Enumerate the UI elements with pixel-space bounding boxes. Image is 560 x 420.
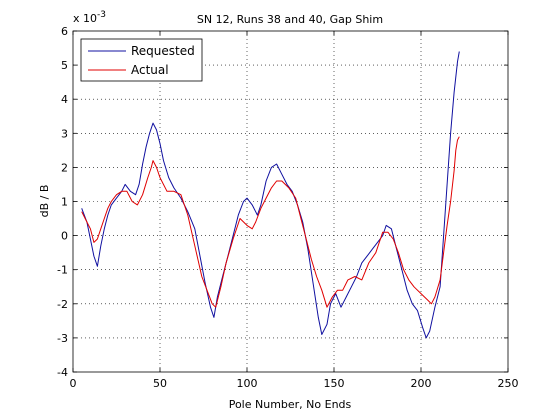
- legend-label-requested: Requested: [131, 44, 195, 58]
- data-series: [81, 51, 460, 339]
- y-tick-label: 4: [61, 93, 68, 106]
- x-tick-label: 150: [324, 377, 345, 390]
- y-tick-label: -1: [57, 264, 68, 277]
- x-tick-label: 50: [153, 377, 167, 390]
- tick-labels: 0 50 100 150 200 250 -4 -3 -2 -1 0 1 2 3 4 5 6: [57, 25, 518, 390]
- y-exponent-label: x 10-3: [73, 10, 106, 25]
- y-tick-label: 3: [61, 127, 68, 140]
- chart-title: SN 12, Runs 38 and 40, Gap Shim: [197, 13, 383, 26]
- plot-area: [73, 31, 508, 372]
- x-tick-label: 200: [411, 377, 432, 390]
- y-exponent-power: -3: [97, 10, 106, 20]
- x-tick-label: 250: [498, 377, 519, 390]
- y-tick-label: 1: [61, 196, 68, 209]
- x-tick-label: 0: [70, 377, 77, 390]
- y-tick-label: -4: [57, 366, 68, 379]
- legend-label-actual: Actual: [131, 63, 169, 77]
- y-axis-label: dB / B: [38, 185, 51, 218]
- y-tick-label: 5: [61, 59, 68, 72]
- legend: Requested Actual: [80, 38, 203, 82]
- y-tick-label: 2: [61, 161, 68, 174]
- x-tick-label: 100: [237, 377, 258, 390]
- legend-box: [80, 38, 203, 82]
- axis-ticks: [72, 30, 509, 373]
- series-line-requested: [81, 51, 460, 339]
- x-axis-label: Pole Number, No Ends: [229, 398, 352, 411]
- y-exponent-base: x 10: [73, 12, 97, 25]
- y-tick-label: 6: [61, 25, 68, 38]
- y-tick-label: -2: [57, 298, 68, 311]
- y-tick-label: 0: [61, 230, 68, 243]
- y-tick-label: -3: [57, 332, 68, 345]
- series-line-actual: [81, 136, 460, 308]
